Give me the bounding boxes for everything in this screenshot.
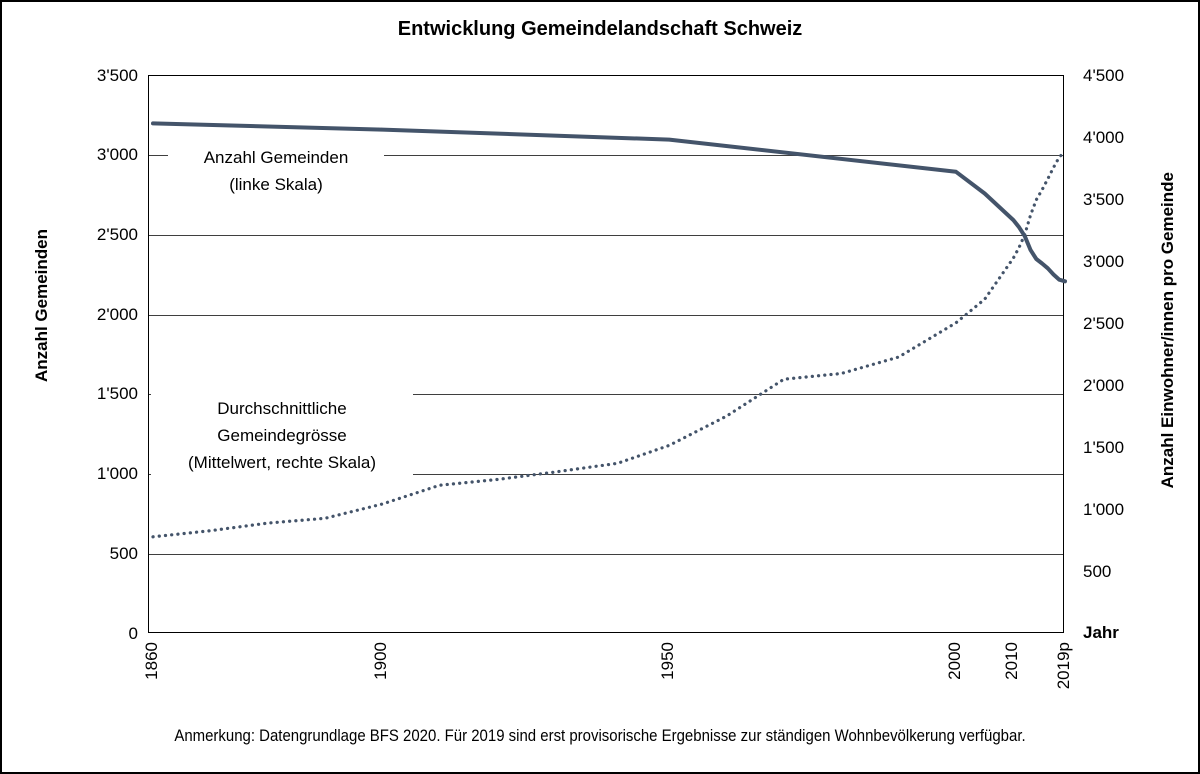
x-tick-label: 1900 [371,642,391,680]
x-tick-label: 2019p [1054,642,1073,690]
series-gemeindegroesse-line [151,149,1067,539]
x-tick-label: 2010 [1002,642,1022,680]
y-right-tick-label: 500 [1083,561,1112,581]
gridline [149,234,1063,236]
y-left-tick-label: 2'500 [96,224,138,244]
y-left-tick-label: 3'000 [96,145,138,165]
y-right-tick-label: 1'000 [1083,499,1125,519]
x-tick-label: 1860 [142,642,161,680]
y-right-tick-label: 4'500 [1083,65,1125,85]
y-left-tick-label: 1'500 [96,384,138,404]
callout-anzahl-gemeinden-line2: (linke Skala) [229,175,323,194]
callout-gemeindegroesse-line2: Gemeindegrösse [217,426,347,445]
callout-gemeindegroesse-line1: Durchschnittliche [217,399,347,418]
callout-gemeindegroesse-line3: (Mittelwert, rechte Skala) [188,453,376,472]
callout-anzahl-gemeinden: Anzahl Gemeinden (linke Skala) [168,142,384,200]
gridline [149,155,1063,157]
x-axis-title: Jahr [1083,623,1119,642]
callout-gemeindegroesse: Durchschnittliche Gemeindegrösse (Mittel… [151,391,413,486]
y-left-tick-label: 500 [109,543,138,563]
plot-area: Anzahl Gemeinden (linke Skala) Durchschn… [148,75,1067,633]
y-right-tick-label: 3'500 [1083,189,1125,209]
source-note: Anmerkung: Datengrundlage BFS 2020. Für … [174,726,1026,745]
y-right-tick-label: 1'500 [1083,437,1125,457]
y-right-tick-label: 3'000 [1083,251,1125,271]
y-left-tick-label: 3'500 [96,65,138,85]
series-svg [151,121,1067,539]
gridline [149,474,1063,476]
series-gemeinden-line [151,121,1067,284]
x-tick-label: 1950 [658,642,678,680]
y-right-tick-label: 2'000 [1083,375,1125,395]
x-tick-label: 2000 [945,642,965,680]
callout-anzahl-gemeinden-line1: Anzahl Gemeinden [203,148,349,167]
y-left-tick-label: 0 [128,623,138,643]
gridline [149,553,1063,555]
y-right-tick-label: 2'500 [1083,313,1125,333]
y-left-tick-label: 1'000 [96,464,138,484]
chart-title: Entwicklung Gemeindelandschaft Schweiz [397,18,803,40]
gridline [149,314,1063,316]
y-left-tick-label: 2'000 [96,304,138,324]
y-right-tick-label: 4'000 [1083,127,1125,147]
gridline [149,394,1063,396]
